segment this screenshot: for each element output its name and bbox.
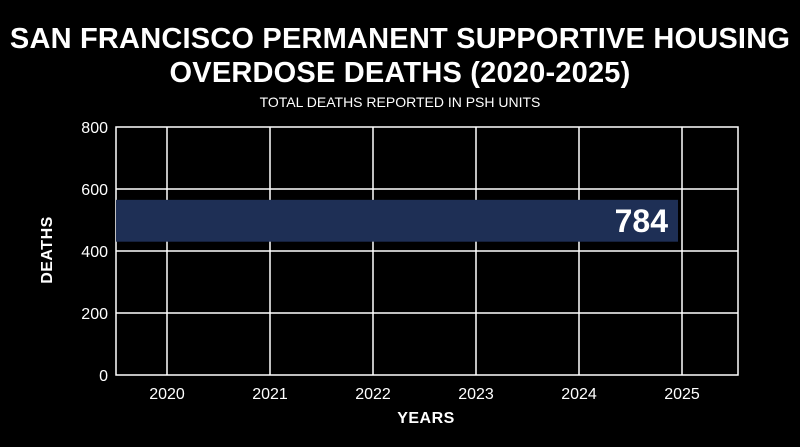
x-tick-label: 2022 xyxy=(355,386,391,403)
y-tick-label: 400 xyxy=(81,244,108,261)
x-tick-label: 2024 xyxy=(561,386,597,403)
chart-subtitle: TOTAL DEATHS REPORTED IN PSH UNITS xyxy=(259,94,541,110)
chart-title: SAN FRANCISCO PERMANENT SUPPORTIVE HOUSI… xyxy=(9,23,791,89)
x-tick-label: 2023 xyxy=(458,386,494,403)
y-tick-label: 200 xyxy=(81,306,108,323)
x-tick-label: 2020 xyxy=(149,386,185,403)
x-tick-label: 2025 xyxy=(664,386,700,403)
x-tick-label: 2021 xyxy=(252,386,288,403)
y-tick-label: 800 xyxy=(81,120,108,137)
y-tick-label: 0 xyxy=(99,368,108,385)
y-tick-label: 600 xyxy=(81,182,108,199)
bar xyxy=(116,199,678,242)
bar-data-label: 784 xyxy=(615,203,669,239)
x-axis-label: YEARS xyxy=(397,410,455,427)
